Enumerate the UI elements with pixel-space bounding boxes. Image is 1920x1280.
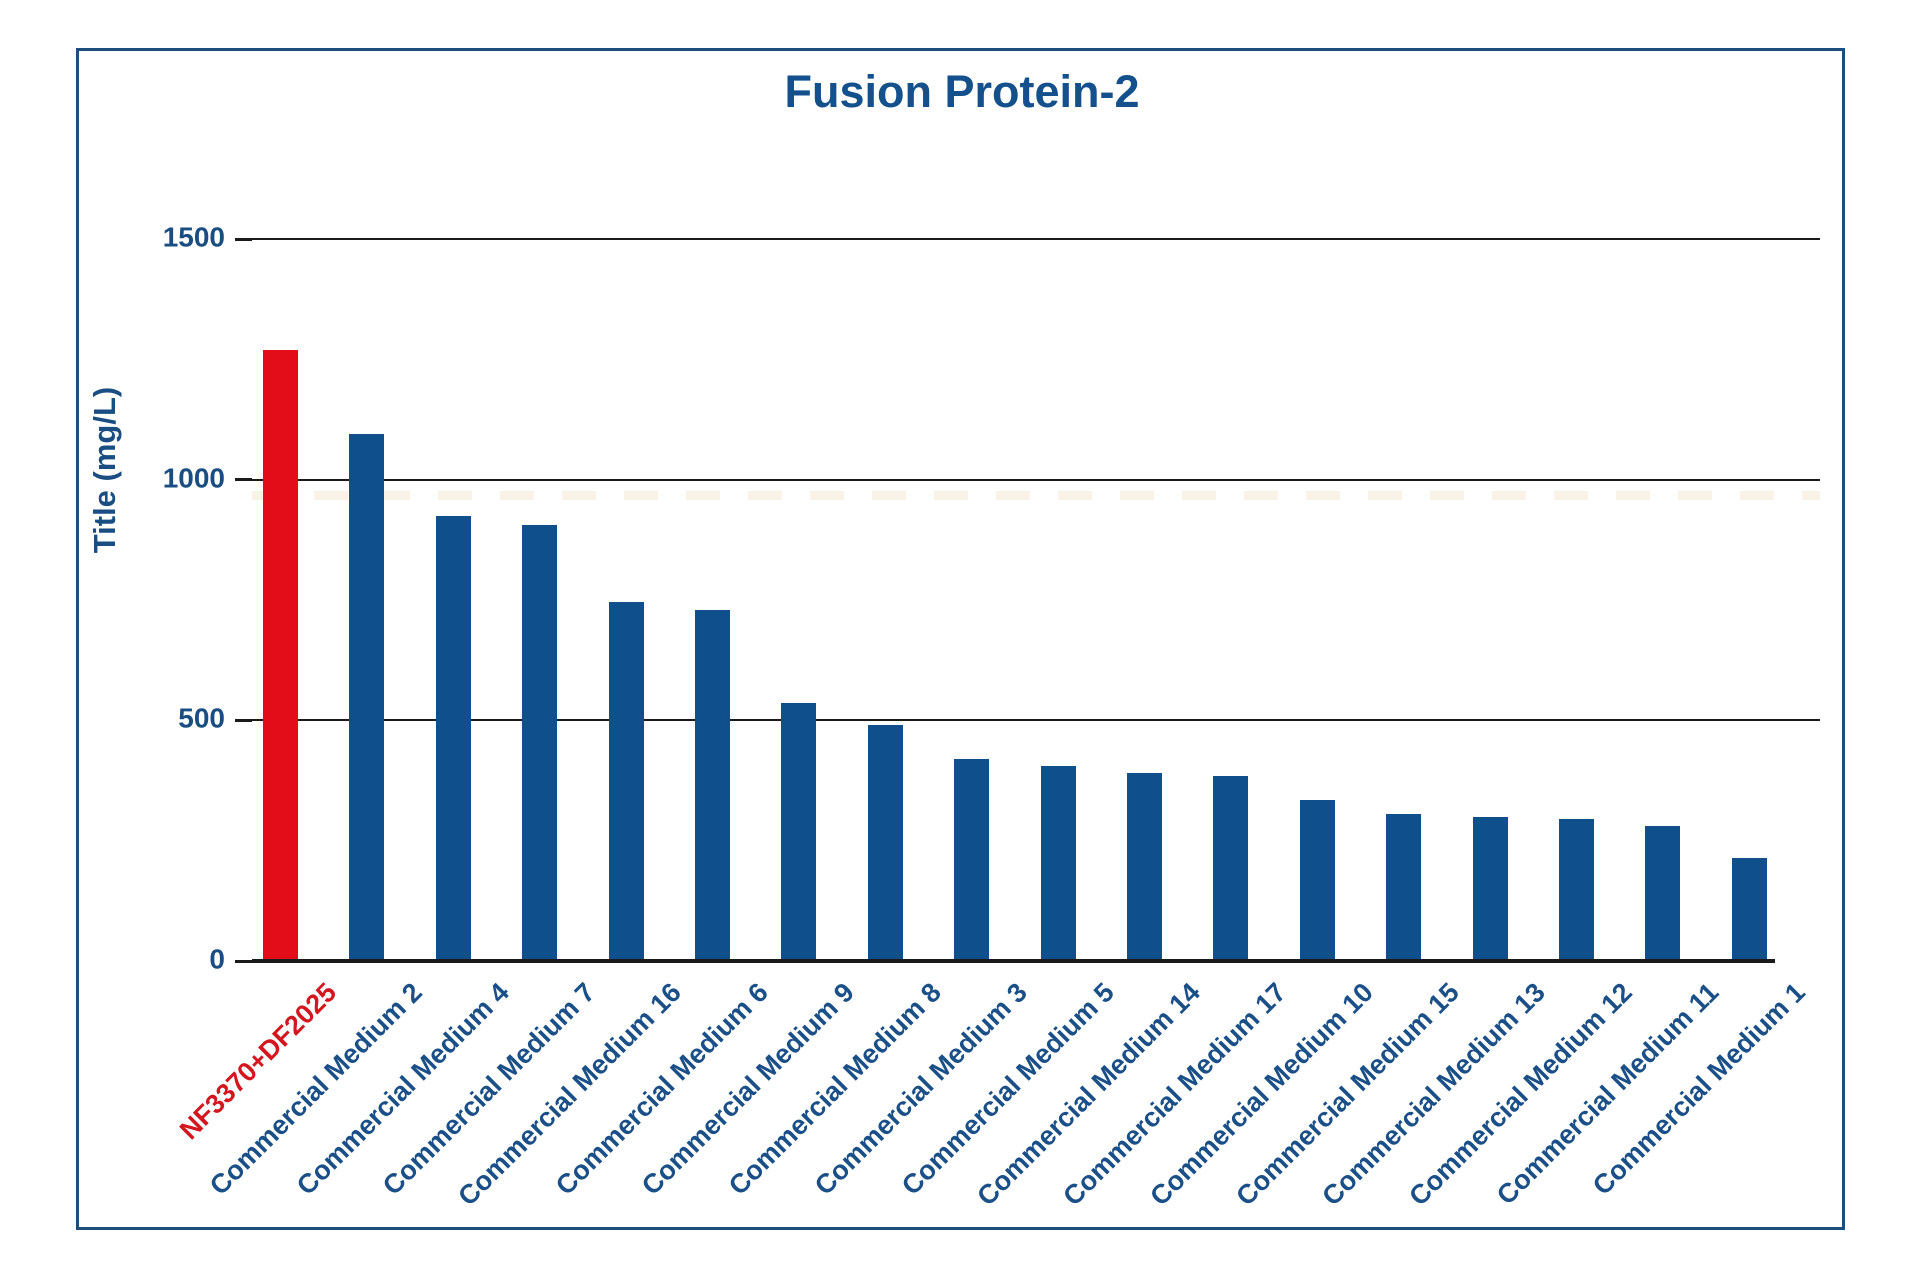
y-tick-mark-1000 <box>235 478 252 482</box>
bar-Commercial Medium 16 <box>608 602 644 961</box>
gridline-1000 <box>252 478 1820 481</box>
y-tick-label-1500: 1500 <box>162 221 225 253</box>
bar-Commercial Medium 8 <box>867 725 903 961</box>
y-tick-mark-1500 <box>235 237 252 241</box>
gridline-1500 <box>252 238 1820 240</box>
bar-Commercial Medium 13 <box>1472 816 1508 961</box>
bar-Commercial Medium 11 <box>1645 826 1681 961</box>
bar-Commercial Medium 7 <box>522 525 558 961</box>
y-tick-label-500: 500 <box>178 703 225 735</box>
bar-Commercial Medium 2 <box>349 433 385 961</box>
artifact-dashed-stripe <box>252 491 1820 500</box>
bar-Commercial Medium 10 <box>1299 799 1335 961</box>
bar-Commercial Medium 12 <box>1559 819 1594 961</box>
y-axis-label: Title (mg/L) <box>87 386 122 554</box>
gridline-500 <box>252 719 1820 722</box>
y-tick-label-1000: 1000 <box>162 462 225 494</box>
bar-NF3370+DF2025 <box>263 349 298 961</box>
bar-Commercial Medium 4 <box>435 515 471 961</box>
bar-Commercial Medium 6 <box>695 609 730 961</box>
chart-title: Fusion Protein-2 <box>784 66 1140 117</box>
bar-Commercial Medium 3 <box>954 758 990 961</box>
bar-Commercial Medium 9 <box>781 703 817 961</box>
plot-area: NF3370+DF2025 Commercial Medium 2 Commerci… <box>173 237 1820 1211</box>
bar-Commercial Medium 15 <box>1386 814 1422 961</box>
x-axis-line <box>252 959 1775 963</box>
y-tick-label-0: 0 <box>209 943 225 975</box>
bar-Commercial Medium 17 <box>1213 775 1249 961</box>
bar-Commercial Medium 14 <box>1127 773 1162 961</box>
bar-Commercial Medium 1 <box>1731 857 1767 961</box>
y-tick-mark-500 <box>235 718 252 722</box>
bar-Commercial Medium 5 <box>1040 766 1076 961</box>
y-tick-mark-0 <box>235 959 252 963</box>
